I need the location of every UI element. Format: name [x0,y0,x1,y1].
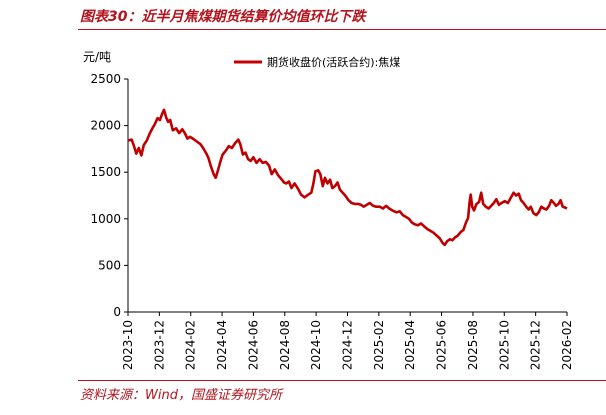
x-tick-label: 2024-08 [278,320,292,370]
y-tick-label: 1000 [90,212,121,226]
x-tick-label: 2023-12 [152,320,166,370]
x-tick-label: 2025-04 [403,320,417,370]
y-tick-label: 0 [113,305,121,319]
y-axis-unit-label: 元/吨 [83,50,111,64]
x-tick-label: 2025-02 [372,320,386,370]
x-tick-label: 2024-06 [246,320,260,370]
figure-title: 图表30：近半月焦煤期货结算价均值环比下跌 [80,9,366,25]
x-tick-label: 2025-08 [466,320,480,370]
x-tick-label: 2025-10 [497,320,511,370]
x-tick-label: 2024-10 [309,320,323,370]
figure-source: 资料来源：Wind，国盛证券研究所 [80,388,282,403]
x-tick-label: 2024-02 [184,320,198,370]
y-tick-label: 2000 [90,119,121,133]
y-axis: 0 500 1000 1500 2000 2500 [90,72,129,319]
x-tick-label: 2025-12 [529,320,543,370]
x-tick-label: 2025-06 [435,320,449,370]
y-tick-label: 1500 [90,165,121,179]
x-tick-label: 2023-10 [121,320,135,370]
source-divider [78,380,606,381]
line-chart: 0 500 1000 1500 2000 2500 2023-10 2023-12 2024-… [83,50,574,370]
legend: 期货收盘价(活跃合约):焦煤 [234,55,400,69]
y-tick-label: 500 [98,258,121,272]
title-divider [78,29,606,30]
legend-label-series-1: 期货收盘价(活跃合约):焦煤 [267,55,400,69]
x-tick-label: 2024-12 [341,320,355,370]
series-line-1 [127,108,568,247]
x-axis: 2023-10 2023-12 2024-02 2024-04 2024-06 2024-… [121,311,574,370]
x-tick-label: 2026-02 [560,320,574,370]
x-tick-label: 2024-04 [215,320,229,370]
series-layer [127,108,568,247]
y-tick-label: 2500 [90,72,121,86]
